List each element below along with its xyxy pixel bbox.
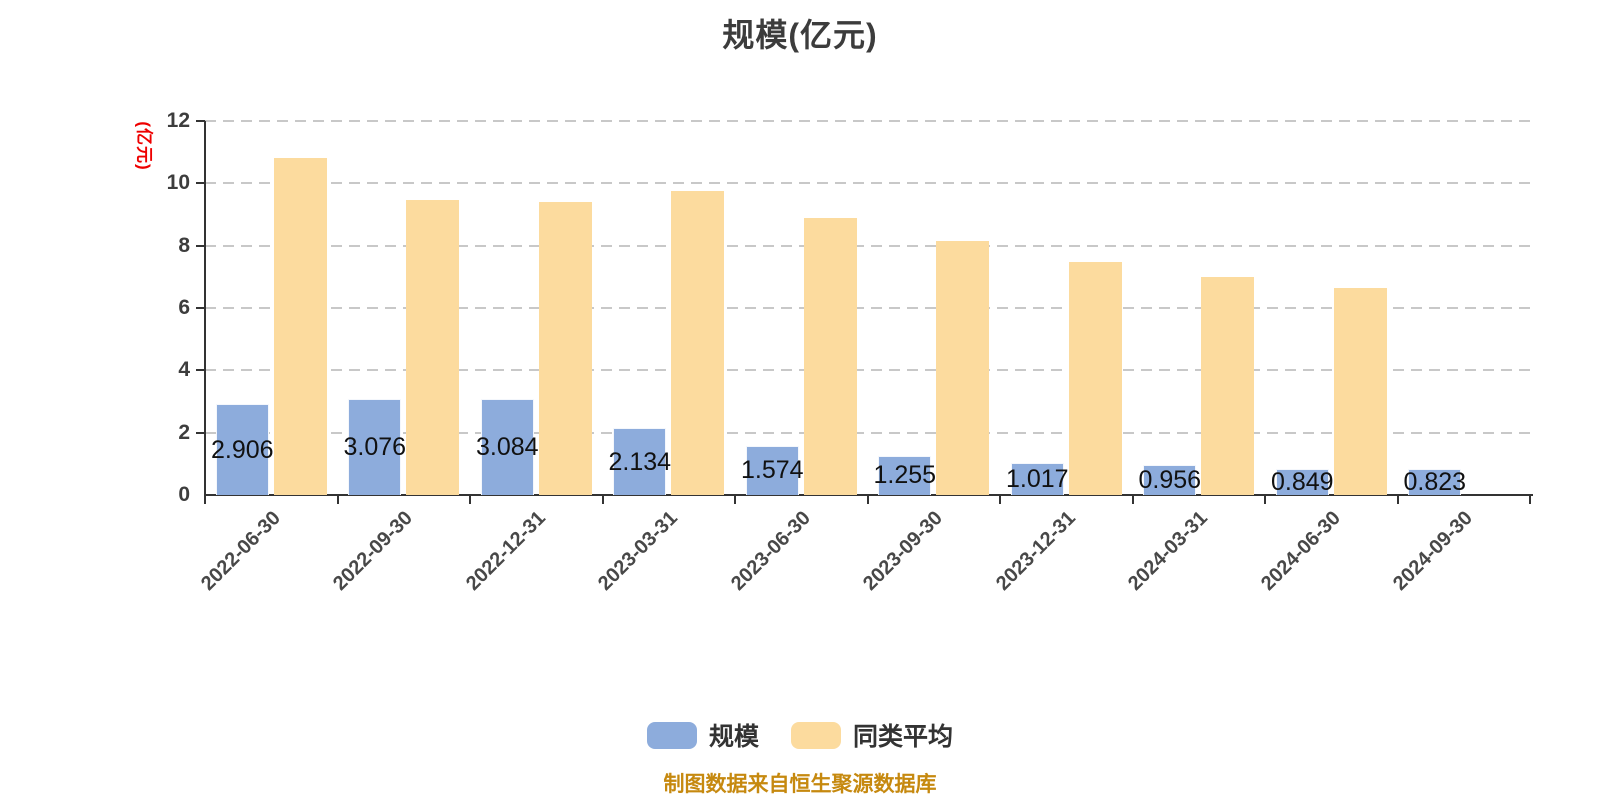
bar-value-label: 1.255 — [873, 461, 937, 490]
x-axis-line — [204, 494, 1533, 496]
x-axis-label: 2024-03-31 — [1124, 507, 1213, 595]
y-axis-tick — [196, 307, 205, 309]
y-axis-tick-label: 4 — [178, 358, 190, 382]
bar-scale[interactable] — [480, 398, 534, 495]
x-axis-label: 2023-09-30 — [859, 507, 948, 595]
bar-peer-average[interactable] — [1068, 261, 1122, 495]
y-axis-tick — [196, 182, 205, 185]
bar-scale[interactable] — [1408, 469, 1462, 495]
legend-label: 同类平均 — [853, 723, 954, 751]
x-axis-label: 2023-03-31 — [594, 507, 683, 595]
x-axis-tick — [999, 495, 1001, 504]
x-axis-label: 2022-12-31 — [461, 507, 550, 595]
chart-title: 规模(亿元) — [722, 17, 878, 53]
x-axis-tick — [469, 495, 471, 504]
bar-value-label: 0.849 — [1270, 467, 1334, 496]
bar-value-label: 0.956 — [1138, 466, 1202, 495]
x-axis-label: 2022-06-30 — [196, 507, 285, 595]
y-axis-tick — [196, 244, 205, 247]
bar-scale[interactable] — [348, 399, 402, 495]
y-axis-tick — [196, 431, 205, 434]
x-axis-tick — [866, 495, 869, 504]
bar-value-label: 1.574 — [740, 456, 804, 485]
x-axis-tick — [1264, 495, 1266, 504]
legend-swatch — [646, 721, 697, 749]
gridline-y-8 — [205, 244, 1530, 247]
y-axis-tick-label: 10 — [166, 171, 190, 195]
data-source-note: 制图数据来自恒生聚源数据库 — [663, 773, 937, 796]
x-axis-label: 2024-09-30 — [1389, 507, 1478, 595]
legend-label: 规模 — [708, 723, 759, 751]
bar-value-label: 3.076 — [343, 433, 407, 462]
gridline-y-12 — [205, 120, 1530, 122]
y-axis-tick-label: 6 — [178, 296, 190, 319]
bar-peer-average[interactable] — [538, 202, 592, 495]
x-axis-tick — [734, 495, 736, 504]
bar-value-label: 2.134 — [608, 447, 672, 476]
y-axis-tick-label: 2 — [178, 420, 190, 444]
bar-peer-average[interactable] — [273, 158, 327, 495]
bar-scale[interactable] — [613, 428, 667, 495]
bar-peer-average[interactable] — [936, 240, 990, 495]
bar-peer-average[interactable] — [1201, 276, 1255, 495]
bar-scale[interactable] — [878, 455, 932, 495]
x-axis-tick — [1396, 495, 1399, 504]
bar-scale[interactable] — [1143, 465, 1197, 495]
y-axis-tick — [196, 120, 205, 122]
y-axis-line — [204, 121, 206, 495]
y-axis-tick — [196, 369, 205, 372]
x-axis-tick — [204, 495, 206, 504]
x-axis-label: 2022-09-30 — [329, 507, 418, 595]
bar-value-label: 0.823 — [1403, 468, 1467, 497]
x-axis-label: 2023-12-31 — [991, 507, 1080, 595]
y-axis-tick-label: 0 — [178, 483, 190, 506]
bar-peer-average[interactable] — [803, 217, 857, 495]
legend-item-peer-average[interactable]: 同类平均 — [791, 717, 953, 753]
x-axis-label: 2024-06-30 — [1256, 507, 1345, 595]
x-axis-tick — [1131, 495, 1134, 504]
bar-peer-average[interactable] — [406, 200, 460, 495]
x-axis-tick — [1529, 495, 1531, 504]
gridline-y-4 — [205, 369, 1530, 372]
x-axis-label: 2023-06-30 — [726, 507, 815, 595]
y-axis-tick-label: 8 — [178, 233, 190, 257]
bar-value-label: 3.084 — [475, 432, 539, 461]
gridline-y-6 — [205, 307, 1530, 309]
legend-swatch — [791, 721, 841, 749]
bar-peer-average[interactable] — [1333, 288, 1387, 495]
gridline-y-2 — [205, 431, 1530, 434]
y-axis-tick-label: 12 — [166, 109, 190, 132]
legend: 规模 同类平均 — [0, 718, 1600, 752]
bar-value-label: 2.906 — [210, 435, 274, 464]
bar-scale[interactable] — [1010, 463, 1064, 495]
gridline-y-10 — [205, 182, 1530, 185]
bar-scale[interactable] — [1275, 468, 1329, 495]
bar-value-label: 1.017 — [1005, 465, 1069, 494]
legend-item-scale[interactable]: 规模 — [646, 717, 759, 753]
x-axis-tick — [336, 495, 339, 504]
bar-peer-average[interactable] — [671, 191, 725, 495]
bar-scale[interactable] — [745, 445, 799, 495]
x-axis-tick — [601, 495, 604, 504]
bar-scale[interactable] — [215, 404, 269, 495]
